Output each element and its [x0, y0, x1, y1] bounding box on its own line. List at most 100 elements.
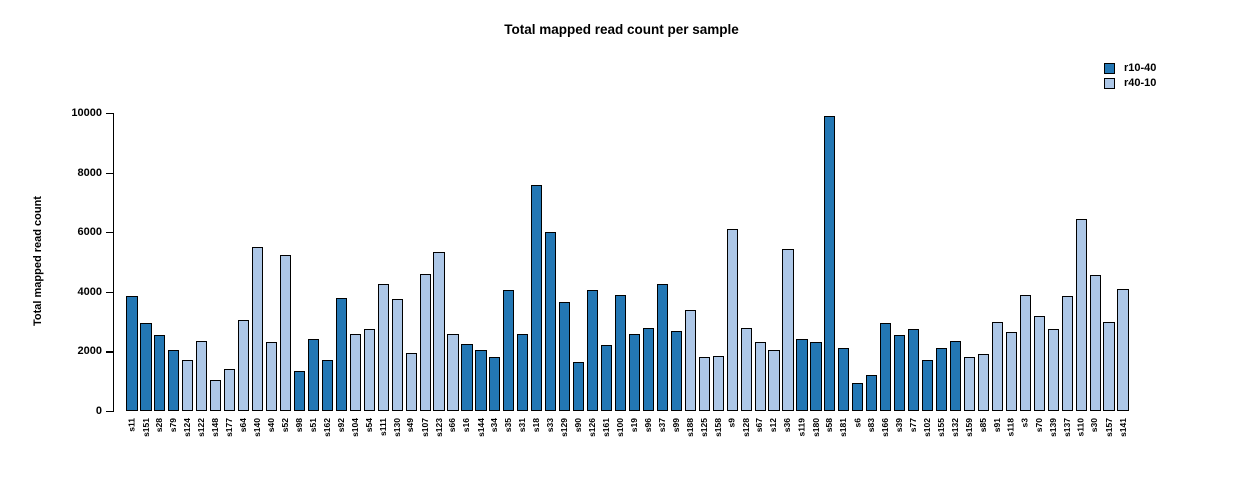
y-tick-mark — [106, 291, 113, 293]
x-tick-label-s123: s123 — [433, 418, 444, 437]
bar-s100 — [614, 294, 627, 411]
x-tick-label-s158: s158 — [712, 418, 723, 437]
x-tick-label-s119: s119 — [796, 418, 807, 437]
x-tick-label-s139: s139 — [1047, 418, 1058, 437]
x-tick-label-s83: s83 — [866, 418, 877, 433]
bar-s157 — [1103, 321, 1115, 411]
x-tick-label-s79: s79 — [168, 418, 179, 433]
y-tick-mark — [106, 351, 113, 353]
bar-s34 — [489, 357, 501, 411]
y-tick-label: 2000 — [77, 345, 102, 358]
x-tick-label-s49: s49 — [405, 418, 416, 433]
bar-s90 — [573, 361, 585, 411]
x-tick-label-s67: s67 — [754, 418, 765, 433]
x-tick-label-s148: s148 — [210, 418, 221, 437]
x-tick-label-s96: s96 — [642, 418, 653, 433]
y-tick-label: 6000 — [77, 226, 102, 239]
x-tick-label-s125: s125 — [698, 418, 709, 437]
bar-s6 — [852, 382, 864, 411]
x-tick-label-s161: s161 — [601, 418, 612, 437]
bar-s122 — [196, 340, 208, 411]
x-tick-label-s37: s37 — [656, 418, 667, 433]
x-tick-label-s166: s166 — [880, 418, 891, 437]
bar-s151 — [140, 323, 152, 411]
x-tick-label-s77: s77 — [908, 418, 919, 433]
x-tick-label-s90: s90 — [573, 418, 584, 433]
bar-s139 — [1047, 329, 1059, 411]
x-tick-label-s130: s130 — [391, 418, 402, 437]
bar-s19 — [628, 333, 641, 411]
bar-s126 — [587, 290, 599, 411]
x-tick-label-s110: s110 — [1075, 418, 1086, 437]
legend: r10-40 r40-10 — [1104, 62, 1156, 89]
x-tick-label-s157: s157 — [1103, 418, 1114, 437]
x-tick-label-s99: s99 — [670, 418, 681, 433]
x-tick-label-s122: s122 — [196, 418, 207, 437]
x-tick-label-s30: s30 — [1089, 418, 1100, 433]
legend-swatch-icon — [1104, 77, 1115, 89]
x-tick-label-s6: s6 — [852, 418, 863, 428]
x-tick-label-s54: s54 — [363, 418, 374, 433]
bar-s49 — [405, 352, 417, 411]
y-tick-mark — [106, 113, 113, 115]
x-tick-label-s92: s92 — [335, 418, 346, 433]
x-tick-label-s137: s137 — [1061, 418, 1072, 437]
bar-s118 — [1005, 332, 1017, 411]
bar-s37 — [656, 284, 668, 411]
bar-s91 — [991, 321, 1003, 411]
x-tick-label-s100: s100 — [615, 418, 626, 437]
bar-s79 — [168, 349, 180, 411]
x-tick-label-s9: s9 — [726, 418, 737, 428]
bar-s128 — [740, 327, 752, 411]
x-tick-label-s111: s111 — [377, 418, 388, 436]
x-tick-label-s51: s51 — [307, 418, 318, 433]
x-tick-label-s40: s40 — [266, 418, 277, 433]
bar-s155 — [935, 348, 948, 411]
x-tick-label-s144: s144 — [475, 418, 486, 437]
x-tick-label-s140: s140 — [252, 418, 263, 437]
bar-s96 — [642, 327, 654, 411]
x-tick-label-s19: s19 — [628, 418, 639, 433]
x-tick-label-s66: s66 — [447, 418, 458, 433]
bar-s125 — [698, 357, 710, 411]
y-axis-line — [113, 113, 115, 412]
bar-s124 — [182, 360, 194, 411]
y-tick-mark — [106, 172, 113, 174]
chart-title: Total mapped read count per sample — [504, 22, 739, 37]
x-tick-label-s58: s58 — [824, 418, 835, 433]
bar-s110 — [1075, 218, 1087, 411]
bar-s39 — [894, 335, 906, 411]
x-tick-label-s18: s18 — [531, 418, 542, 433]
bar-s161 — [600, 345, 613, 411]
x-tick-label-s98: s98 — [293, 418, 304, 433]
y-tick-mark — [106, 232, 113, 234]
bar-s130 — [391, 299, 403, 411]
bar-s137 — [1061, 296, 1073, 411]
bar-s180 — [810, 342, 822, 411]
legend-swatch-icon — [1104, 62, 1115, 74]
bar-s111 — [377, 284, 389, 411]
bar-s31 — [517, 333, 529, 411]
bar-s123 — [433, 251, 445, 411]
bar-s148 — [210, 379, 222, 411]
bar-s98 — [293, 370, 306, 411]
bar-s188 — [684, 309, 696, 411]
y-axis-title: Total mapped read count — [32, 196, 44, 326]
bar-s141 — [1117, 288, 1129, 411]
bar-s158 — [712, 355, 724, 411]
bar-s28 — [154, 335, 166, 411]
x-tick-label-s107: s107 — [419, 418, 430, 437]
x-tick-label-s104: s104 — [349, 418, 360, 437]
x-tick-label-s36: s36 — [782, 418, 793, 433]
bar-s30 — [1089, 275, 1101, 411]
x-tick-label-s33: s33 — [545, 418, 556, 433]
x-tick-label-s35: s35 — [503, 418, 514, 433]
bar-s35 — [503, 290, 515, 411]
bar-s66 — [447, 333, 459, 411]
x-tick-label-s162: s162 — [321, 418, 332, 437]
bar-s104 — [349, 333, 361, 411]
bar-s159 — [963, 357, 976, 411]
x-tick-label-s64: s64 — [238, 418, 249, 433]
legend-item-r10-40: r10-40 — [1104, 62, 1156, 74]
